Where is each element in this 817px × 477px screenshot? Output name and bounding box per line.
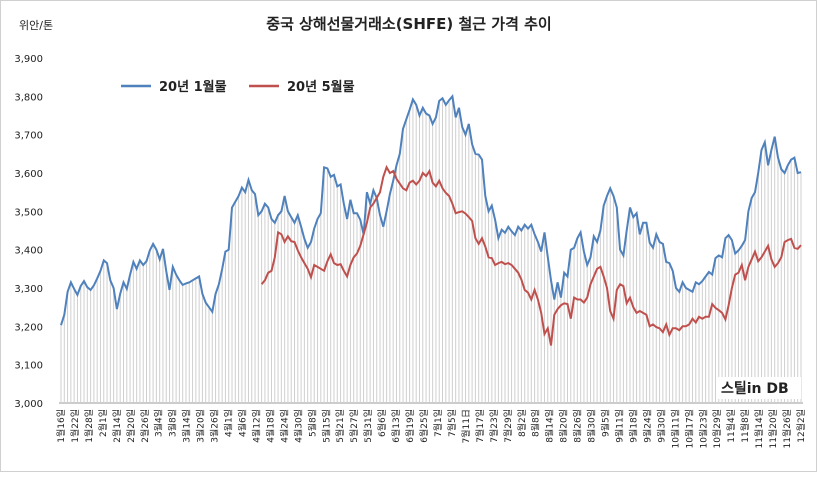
x-tick-label: 11월26일: [781, 409, 793, 448]
x-tick-label: 10월11일: [669, 409, 681, 448]
x-tick-label: 6월19일: [404, 409, 416, 443]
x-tick-label: 4월6일: [237, 409, 249, 437]
x-tick-label: 5월8일: [306, 409, 318, 437]
x-tick-label: 4월12일: [251, 409, 263, 443]
x-axis-ticks: 1월16일 1월22일 1월28일 2월1일 2월14일 2월20일 2월26일 3월4일 3월…: [55, 409, 807, 448]
x-tick-label: 8월2일: [516, 409, 528, 437]
series-line-1: [60, 93, 802, 326]
x-tick-label: 3월14일: [181, 409, 193, 443]
y-tick-label: 3,500: [14, 207, 43, 218]
x-tick-label: 7월17일: [474, 409, 486, 443]
x-tick-label: 1월28일: [83, 409, 95, 443]
legend-label-2: 20년 5월물: [287, 79, 355, 95]
x-tick-label: 5월15일: [320, 409, 332, 443]
x-tick-label: 11월20일: [767, 409, 779, 448]
x-tick-label: 9월18일: [628, 409, 640, 443]
x-tick-label: 9월11일: [614, 409, 626, 443]
y-tick-label: 3,400: [14, 246, 43, 257]
x-tick-label: 10월29일: [711, 409, 723, 448]
x-tick-label: 4월18일: [264, 409, 276, 443]
x-tick-label: 8월30일: [586, 409, 598, 443]
x-tick-label: 5월31일: [362, 409, 374, 443]
y-tick-label: 3,100: [14, 361, 43, 372]
x-tick-label: 10월23일: [697, 409, 709, 448]
chart-legend: 20년 1월물 20년 5월물: [121, 79, 355, 95]
brand-text: 스틸in DB: [721, 381, 789, 397]
x-tick-label: 2월26일: [139, 409, 151, 443]
x-tick-label: 1월16일: [55, 409, 67, 443]
x-tick-label: 2월20일: [125, 409, 137, 443]
y-tick-label: 3,600: [14, 169, 43, 180]
series-line-2: [260, 164, 802, 346]
x-tick-label: 10월17일: [683, 409, 695, 448]
x-tick-label: 8월26일: [572, 409, 584, 443]
x-tick-label: 9월5일: [600, 409, 612, 437]
y-axis-ticks: 3,000 3,100 3,200 3,300 3,400 3,500 3,600 3,700…: [14, 54, 803, 410]
y-tick-label: 3,000: [14, 399, 43, 410]
chart-title: 중국 상해선물거래소(SHFE) 철근 가격 추이: [266, 15, 551, 33]
x-tick-label: 3월4일: [153, 409, 165, 437]
x-tick-label: 11월4일: [725, 409, 737, 443]
x-tick-label: 8월14일: [544, 409, 556, 443]
series-lines: [60, 93, 802, 346]
x-tick-label: 9월30일: [655, 409, 667, 443]
x-tick-label: 11월8일: [739, 409, 751, 443]
x-tick-label: 6월13일: [390, 409, 402, 443]
x-tick-label: 5월21일: [334, 409, 346, 443]
x-tick-label: 9월24일: [641, 409, 653, 443]
x-tick-label: 7월29일: [502, 409, 514, 443]
x-tick-label: 5월27일: [348, 409, 360, 443]
legend-label-1: 20년 1월물: [159, 79, 227, 95]
x-tick-label: 7월23일: [488, 409, 500, 443]
x-tick-label: 3월8일: [167, 409, 179, 437]
x-tick-label: 4월30일: [292, 409, 304, 443]
x-tick-label: 6월6일: [376, 409, 388, 437]
x-tick-label: 3월26일: [209, 409, 221, 443]
x-tick-label: 1월22일: [69, 409, 81, 443]
y-unit-label: 위안/톤: [19, 19, 53, 32]
x-tick-label: 7월5일: [446, 409, 458, 437]
x-tick-label: 8월20일: [558, 409, 570, 443]
y-tick-label: 3,300: [14, 284, 43, 295]
y-tick-label: 3,700: [14, 131, 43, 142]
y-tick-label: 3,200: [14, 322, 43, 333]
x-tick-label: 7월1일: [432, 409, 444, 437]
x-tick-label: 3월20일: [195, 409, 207, 443]
x-tick-label: 11월14일: [753, 409, 765, 448]
x-tick-label: 4월24일: [278, 409, 290, 443]
x-tick-label: 7월11日: [460, 409, 472, 443]
x-tick-label: 8월8일: [530, 409, 542, 437]
area-fill: [60, 96, 802, 403]
x-tick-label: 6월25일: [418, 409, 430, 443]
x-tick-label: 4월1일: [223, 409, 235, 437]
x-tick-label: 2월1일: [97, 409, 109, 437]
brand-logo: 스틸in DB: [717, 377, 801, 399]
x-tick-label: 12월2일: [795, 409, 807, 443]
y-tick-label: 3,900: [14, 54, 43, 65]
y-tick-label: 3,800: [14, 92, 43, 103]
x-tick-label: 2월14일: [111, 409, 123, 443]
